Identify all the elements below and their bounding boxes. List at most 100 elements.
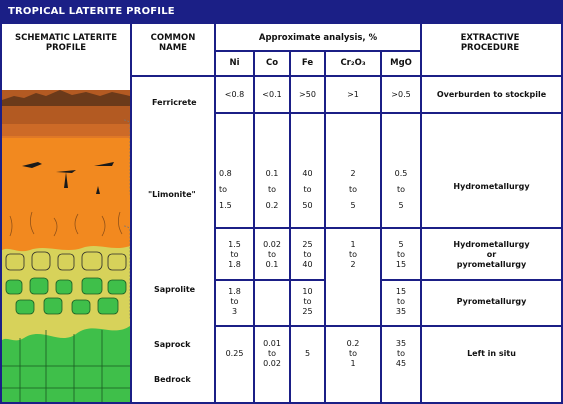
value: to bbox=[303, 185, 312, 194]
frame-bottom bbox=[0, 402, 563, 404]
boulder-cells bbox=[5, 251, 127, 271]
value: 0.1 bbox=[265, 260, 279, 269]
saprolite-lower-fe: 10 to 25 bbox=[291, 287, 324, 317]
limonite-ni: 0.8 to 1.5 bbox=[219, 166, 251, 214]
value: 1.8 bbox=[228, 287, 241, 296]
header-common-name: COMMON NAME bbox=[150, 33, 196, 53]
rule-ferricrete bbox=[214, 112, 563, 114]
header-ni: Ni bbox=[229, 58, 240, 68]
limonite-layer bbox=[2, 132, 130, 252]
header-analysis: Approximate analysis, % bbox=[258, 33, 378, 43]
header-extractive: EXTRACTIVE PROCEDURE bbox=[460, 33, 520, 53]
value: 25 bbox=[302, 240, 313, 249]
rule-header bbox=[130, 75, 563, 77]
value: 5 bbox=[398, 201, 404, 210]
value: to bbox=[348, 349, 358, 358]
soil-cover-icon bbox=[2, 90, 130, 106]
value: 0.1 bbox=[265, 169, 279, 178]
value: 1 bbox=[350, 359, 356, 368]
rule-limonite bbox=[214, 227, 563, 229]
value: 10 bbox=[302, 287, 313, 296]
name-saprock: Saprock bbox=[154, 340, 191, 349]
saprock-co: 0.01 to 0.02 bbox=[255, 339, 289, 369]
saprolite-upper-co: 0.02 to 0.1 bbox=[255, 240, 289, 270]
saprolite-lower-ni: 1.8 to 3 bbox=[216, 287, 253, 317]
divider-mgo-proc bbox=[420, 24, 422, 404]
schematic-laterite-profile bbox=[2, 90, 130, 402]
saprolite-upper-cr2o3: 1 to 2 bbox=[326, 240, 380, 270]
saprolite-lower-procedure: Pyrometallurgy bbox=[456, 297, 527, 306]
value: 35 bbox=[395, 339, 407, 348]
saprock-cr2o3: 0.2 to 1 bbox=[326, 339, 380, 369]
table-title: TROPICAL LATERITE PROFILE bbox=[8, 6, 175, 17]
limonite-co: 0.1 to 0.2 bbox=[255, 166, 289, 214]
limonite-fe: 40 to 50 bbox=[291, 166, 324, 214]
value: 2 bbox=[350, 260, 356, 269]
saprolite-upper-fe: 25 to 40 bbox=[291, 240, 324, 270]
saprock-fe: 5 bbox=[304, 349, 311, 358]
ferricrete-fade bbox=[2, 124, 130, 138]
ferricrete-co: <0.1 bbox=[262, 90, 282, 99]
value: to bbox=[396, 250, 406, 259]
value: 25 bbox=[302, 307, 313, 316]
value: 40 bbox=[302, 260, 313, 269]
value: to bbox=[396, 185, 406, 194]
name-limonite: "Limonite" bbox=[148, 190, 196, 199]
value: Hydrometallurgy bbox=[453, 240, 530, 249]
value: 5 bbox=[350, 201, 356, 210]
value: to bbox=[396, 297, 406, 306]
value: pyrometallurgy bbox=[456, 260, 527, 269]
value: 15 bbox=[395, 287, 407, 296]
header-profile: SCHEMATIC LATERITE PROFILE bbox=[14, 33, 118, 53]
value: 0.2 bbox=[346, 339, 360, 348]
value: 2 bbox=[350, 169, 356, 178]
header-co: Co bbox=[265, 58, 279, 68]
saprolite-upper-procedure: Hydrometallurgy or pyrometallurgy bbox=[422, 240, 561, 270]
value: to bbox=[303, 250, 312, 259]
ferricrete-fe: >50 bbox=[299, 90, 316, 99]
ferricrete-procedure: Overburden to stockpile bbox=[436, 90, 547, 99]
value: to bbox=[348, 185, 358, 194]
saprock-procedure: Left in situ bbox=[467, 349, 516, 358]
value: to bbox=[267, 185, 277, 194]
saprolite-upper-ni: 1.5 to 1.8 bbox=[216, 240, 253, 270]
value: to bbox=[348, 250, 358, 259]
value: 0.8 bbox=[219, 169, 232, 178]
value: 45 bbox=[395, 359, 407, 368]
value: to bbox=[267, 250, 277, 259]
saprock-ni: 0.25 bbox=[225, 349, 244, 358]
rule-saprolite-lower bbox=[214, 325, 563, 327]
divider-profile bbox=[130, 24, 132, 404]
name-bedrock: Bedrock bbox=[154, 375, 191, 384]
value: 1.8 bbox=[228, 260, 241, 269]
value: 0.01 bbox=[263, 339, 281, 348]
value: 1 bbox=[350, 240, 356, 249]
header-fe: Fe bbox=[301, 58, 314, 68]
frame-left bbox=[0, 24, 2, 404]
value: 0.02 bbox=[263, 240, 281, 249]
ferricrete-mgo: >0.5 bbox=[391, 90, 411, 99]
value: 1.5 bbox=[219, 201, 232, 210]
name-ferricrete: Ferricrete bbox=[152, 98, 197, 107]
header-cr2o3: Cr₂O₃ bbox=[340, 58, 366, 68]
limonite-cr2o3: 2 to 5 bbox=[326, 166, 380, 214]
value: or bbox=[486, 250, 497, 259]
value: to bbox=[396, 349, 406, 358]
crack-marks bbox=[22, 162, 114, 194]
value: 50 bbox=[302, 201, 313, 210]
ferricrete-ni: <0.8 bbox=[224, 90, 245, 99]
value: to bbox=[303, 297, 312, 306]
rule-saprolite-upper-ni bbox=[214, 279, 289, 281]
value: 15 bbox=[395, 260, 407, 269]
bedrock-joints bbox=[2, 330, 130, 402]
rule-subheader bbox=[214, 50, 422, 52]
saprolite-lower-mgo: 15 to 35 bbox=[382, 287, 420, 317]
ferricrete-cr2o3: >1 bbox=[347, 90, 359, 99]
divider-name bbox=[214, 24, 216, 404]
frame-right bbox=[561, 24, 563, 404]
title-bar: TROPICAL LATERITE PROFILE bbox=[0, 0, 563, 24]
name-saprolite: Saprolite bbox=[154, 285, 196, 294]
value: to bbox=[230, 250, 239, 259]
limonite-procedure: Hydrometallurgy bbox=[453, 182, 530, 191]
